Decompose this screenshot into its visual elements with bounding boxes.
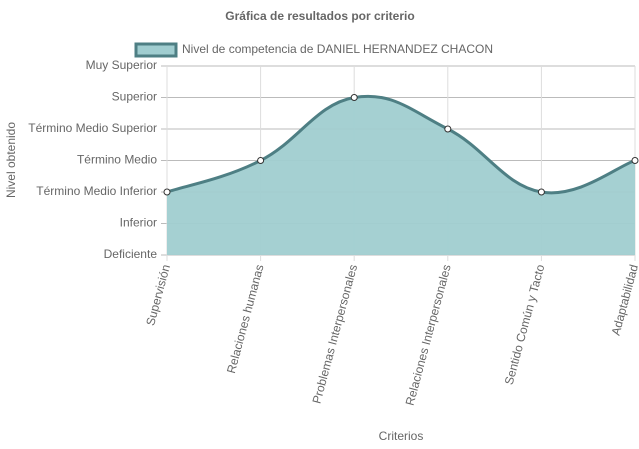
x-tick-label: Relaciones humanas <box>224 263 267 375</box>
x-tick-label: Supervisión <box>143 263 173 327</box>
legend-swatch <box>134 42 178 58</box>
x-tick-label: Sentido Común y Tacto <box>502 263 548 387</box>
y-tick-label: Deficiente <box>104 247 158 261</box>
x-tick-label: Problemas Interpersonales <box>310 263 361 405</box>
x-tick-label: Adaptabilidad <box>609 263 639 337</box>
area <box>167 96 635 255</box>
point <box>537 188 545 196</box>
point <box>257 157 265 164</box>
y-tick-label: Término Medio Superior <box>28 121 157 135</box>
chart-title: Gráfica de resultados por criterio <box>225 9 414 23</box>
y-tick-label: Muy Superior <box>86 58 157 72</box>
x-axis-label: Criterios <box>379 429 424 443</box>
point <box>350 94 358 101</box>
point <box>444 125 452 133</box>
y-tick-label: Inferior <box>120 216 157 230</box>
point <box>163 188 171 196</box>
point <box>631 157 639 164</box>
y-tick-label: Término Medio Inferior <box>36 184 157 198</box>
legend-label: Nivel de competencia de DANIEL HERNANDEZ… <box>182 42 493 56</box>
y-axis-label: Nivel obtenido <box>4 122 18 198</box>
y-tick-label: Término Medio <box>77 153 157 167</box>
y-tick-label: Superior <box>112 90 157 104</box>
x-tick-label: Relaciones Interpersonales <box>403 263 454 407</box>
